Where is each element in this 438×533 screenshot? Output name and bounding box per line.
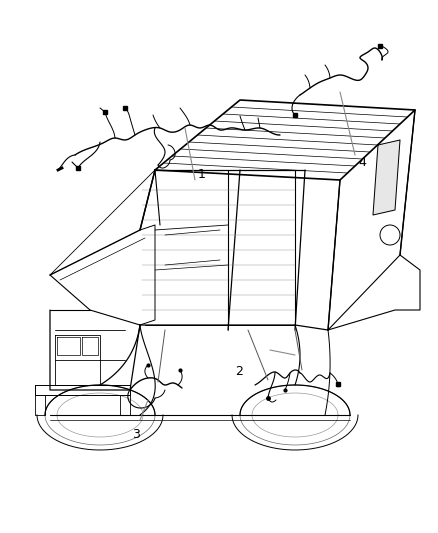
Polygon shape [373,140,400,215]
Text: 2: 2 [235,365,243,378]
Text: 1: 1 [198,168,206,182]
Text: 3: 3 [132,428,140,441]
Text: 4: 4 [358,156,366,168]
